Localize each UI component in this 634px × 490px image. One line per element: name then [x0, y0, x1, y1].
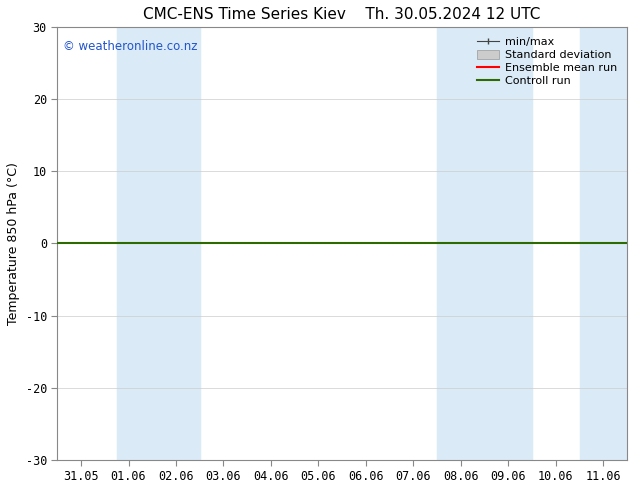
Bar	[437, 27, 484, 460]
Legend: min/max, Standard deviation, Ensemble mean run, Controll run: min/max, Standard deviation, Ensemble me…	[472, 33, 621, 91]
Bar	[117, 27, 152, 460]
Y-axis label: Temperature 850 hPa (°C): Temperature 850 hPa (°C)	[7, 162, 20, 325]
Title: CMC-ENS Time Series Kiev    Th. 30.05.2024 12 UTC: CMC-ENS Time Series Kiev Th. 30.05.2024 …	[143, 7, 541, 22]
Bar	[484, 27, 532, 460]
Bar	[152, 27, 200, 460]
Text: © weatheronline.co.nz: © weatheronline.co.nz	[63, 40, 197, 53]
Bar	[579, 27, 627, 460]
